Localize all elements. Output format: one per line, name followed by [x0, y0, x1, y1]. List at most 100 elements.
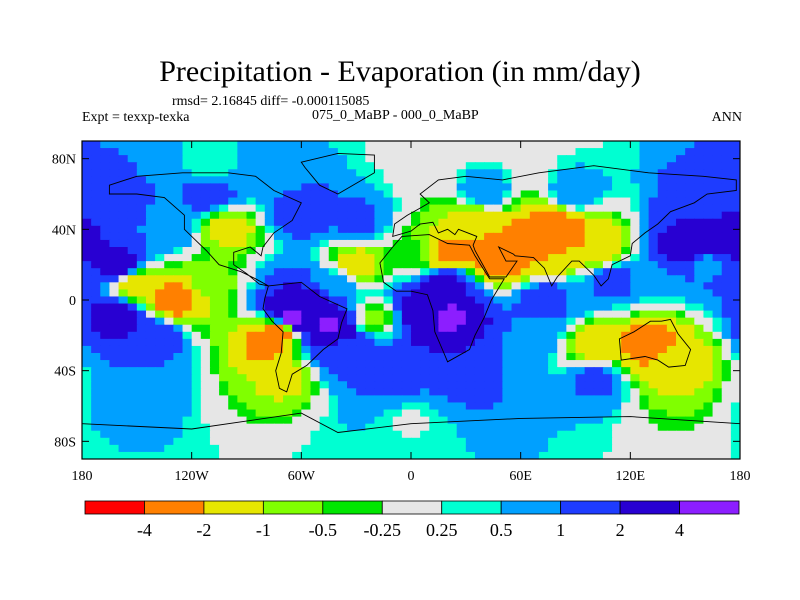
field-cell — [365, 148, 376, 156]
field-cell — [173, 402, 184, 411]
field-cell — [219, 239, 229, 248]
field-cell — [145, 225, 156, 234]
field-cell — [301, 268, 312, 276]
field-cell — [401, 148, 412, 156]
field-cell — [593, 247, 604, 255]
field-cell — [246, 190, 257, 199]
field-cell — [383, 296, 394, 305]
field-cell — [529, 338, 540, 347]
field-cell — [639, 247, 650, 255]
field-cell — [666, 162, 677, 170]
field-cell — [502, 211, 513, 220]
field-cell — [100, 423, 111, 432]
field-cell — [82, 430, 92, 439]
field-cell — [383, 148, 394, 156]
field-cell — [91, 190, 101, 199]
field-cell — [548, 197, 558, 206]
field-cell — [703, 367, 714, 375]
field-cell — [209, 388, 220, 396]
field-cell — [520, 423, 531, 432]
field-cell — [347, 239, 357, 248]
field-cell — [401, 331, 412, 340]
field-cell — [337, 388, 348, 396]
field-cell — [474, 317, 485, 326]
field-cell — [127, 345, 138, 354]
field-cell — [164, 155, 174, 163]
field-cell — [429, 402, 440, 411]
field-cell — [548, 437, 558, 446]
field-cell — [465, 239, 476, 248]
field-cell — [219, 141, 229, 149]
field-cell — [730, 353, 740, 361]
field-cell — [511, 190, 522, 199]
field-cell — [621, 317, 631, 326]
field-cell — [602, 374, 613, 382]
field-cell — [264, 437, 275, 446]
field-cell — [273, 282, 284, 290]
field-cell — [465, 268, 476, 276]
field-cell — [356, 183, 366, 192]
field-cell — [676, 183, 686, 192]
field-cell — [219, 247, 229, 255]
field-cell — [145, 324, 156, 333]
field-cell — [612, 296, 622, 305]
field-cell — [721, 444, 732, 453]
field-cell — [319, 169, 330, 177]
field-cell — [639, 148, 650, 156]
field-cell — [612, 353, 622, 361]
field-cell — [273, 261, 284, 269]
field-cell — [484, 388, 494, 396]
field-cell — [182, 381, 193, 389]
field-cell — [347, 282, 357, 290]
field-cell — [209, 437, 220, 446]
field-cell — [182, 430, 193, 439]
field-cell — [401, 232, 412, 241]
field-cell — [694, 204, 705, 213]
field-cell — [136, 451, 147, 459]
field-cell — [694, 374, 705, 382]
field-cell — [703, 247, 714, 255]
field-cell — [91, 261, 101, 269]
field-cell — [447, 289, 458, 298]
field-cell — [694, 268, 705, 276]
field-cell — [374, 183, 385, 192]
field-cell — [219, 451, 229, 459]
field-cell — [712, 367, 723, 375]
field-cell — [283, 232, 293, 241]
field-cell — [301, 289, 312, 298]
field-cell — [301, 225, 312, 234]
field-cell — [666, 190, 677, 199]
field-cell — [273, 451, 284, 459]
field-cell — [548, 282, 558, 290]
field-cell — [145, 360, 156, 368]
field-cell — [566, 367, 577, 375]
field-cell — [255, 430, 266, 439]
field-cell — [511, 444, 522, 453]
field-cell — [474, 395, 485, 404]
field-cell — [484, 381, 494, 389]
field-cell — [164, 275, 174, 283]
field-cell — [630, 155, 641, 163]
field-cell — [145, 268, 156, 276]
field-cell — [657, 211, 668, 220]
field-cell — [411, 239, 421, 248]
field-cell — [484, 282, 494, 290]
field-cell — [712, 324, 723, 333]
field-cell — [703, 381, 714, 389]
field-cell — [237, 388, 248, 396]
field-cell — [356, 345, 366, 354]
field-cell — [127, 367, 138, 375]
field-cell — [164, 416, 174, 425]
field-cell — [694, 275, 705, 283]
field-cell — [374, 148, 385, 156]
field-cell — [228, 275, 238, 283]
field-cell — [484, 247, 494, 255]
field-cell — [246, 360, 257, 368]
field-cell — [164, 303, 174, 312]
field-cell — [209, 239, 220, 248]
field-cell — [255, 275, 266, 283]
field-cell — [584, 317, 595, 326]
field-cell — [319, 218, 330, 227]
field-cell — [310, 282, 321, 290]
field-cell — [429, 261, 440, 269]
